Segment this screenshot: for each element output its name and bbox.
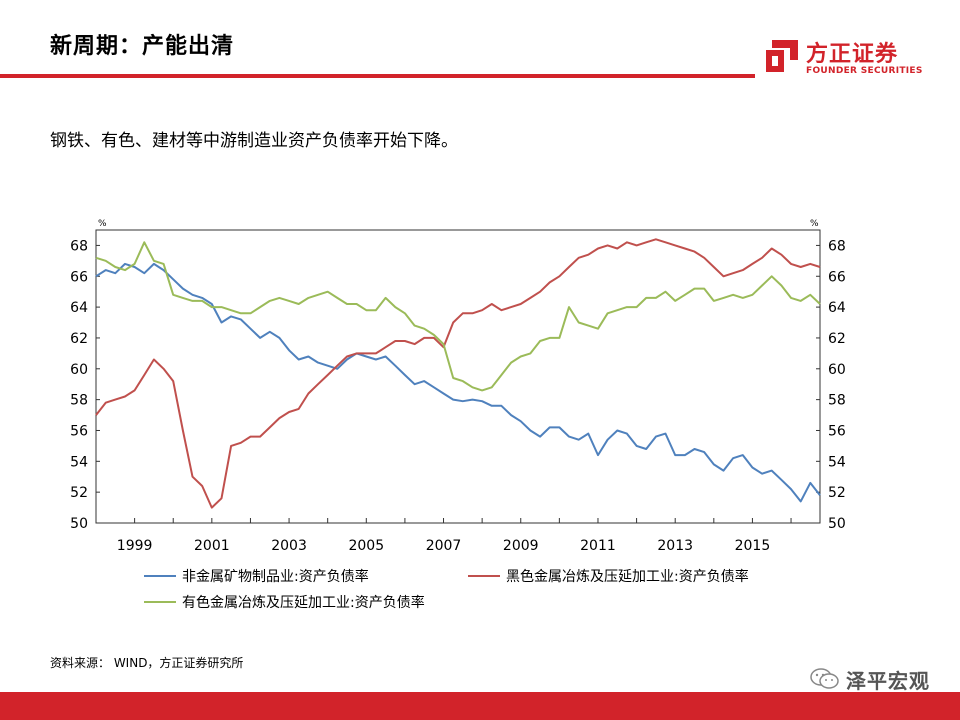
- chart-axes: 50 50 52 52 54 54 56 56 58 58 60 60 62 62 64 64 66 66 68 68…: [70, 219, 846, 554]
- wechat-icon: [810, 668, 839, 689]
- y-tick-label-right: 68: [828, 238, 846, 254]
- page-title: 新周期：产能出清: [50, 34, 235, 59]
- y-tick-label-right: 52: [828, 485, 846, 501]
- x-tick-label: 2003: [271, 538, 307, 554]
- y-tick-label-right: 66: [828, 269, 846, 285]
- line-chart: 50 50 52 52 54 54 56 56 58 58 60 60 62 62 64 64 66 66 68 68…: [40, 210, 880, 650]
- x-tick-label: 2013: [657, 538, 693, 554]
- y-tick-label-right: 54: [828, 454, 846, 470]
- y-tick-label-left: 52: [70, 485, 88, 501]
- legend-label-2: 黑色金属冶炼及压延加工业:资产负债率: [506, 568, 749, 585]
- series-line-3: [95, 241, 821, 392]
- series-line-2: [95, 238, 821, 509]
- y-axis-unit-right: %: [810, 219, 819, 229]
- y-tick-label-left: 56: [70, 423, 88, 439]
- logo-mark-icon: [766, 40, 798, 72]
- x-tick-label: 2005: [348, 538, 384, 554]
- y-tick-label-left: 68: [70, 238, 88, 254]
- chart-legend: 非金属矿物制品业:资产负债率 黑色金属冶炼及压延加工业:资产负债率有色金属冶炼及压…: [144, 568, 749, 611]
- chart-svg: 50 50 52 52 54 54 56 56 58 58 60 60 62 62 64 64 66 66 68 68…: [70, 219, 846, 611]
- y-tick-label-right: 50: [828, 516, 846, 532]
- x-tick-label: 1999: [117, 538, 153, 554]
- y-axis-unit-left: %: [98, 219, 107, 229]
- y-tick-label-right: 64: [828, 300, 846, 316]
- y-tick-label-left: 60: [70, 362, 88, 378]
- y-tick-label-right: 58: [828, 393, 846, 409]
- y-tick-label-right: 62: [828, 331, 846, 347]
- company-logo: 方正证券 FOUNDER SECURITIES: [764, 36, 924, 80]
- legend-label-1: 非金属矿物制品业:资产负债率: [182, 568, 369, 585]
- legend-label-3: 有色金属冶炼及压延加工业:资产负债率: [182, 594, 425, 611]
- watermark: 泽平宏观: [810, 664, 930, 694]
- plot-frame: [95, 229, 821, 524]
- chart-series: [95, 238, 821, 509]
- series-line-1: [95, 262, 821, 503]
- y-tick-label-right: 60: [828, 362, 846, 378]
- footer-bar: [0, 692, 960, 720]
- y-tick-label-left: 50: [70, 516, 88, 532]
- x-tick-label: 2007: [426, 538, 462, 554]
- y-tick-label-left: 64: [70, 300, 88, 316]
- y-tick-label-right: 56: [828, 423, 846, 439]
- x-tick-label: 2015: [735, 538, 771, 554]
- x-tick-label: 2011: [580, 538, 616, 554]
- data-source-note: 资料来源： WIND，方正证券研究所: [50, 656, 244, 670]
- header-divider: [0, 74, 755, 78]
- y-tick-label-left: 54: [70, 454, 88, 470]
- y-tick-label-left: 66: [70, 269, 88, 285]
- slide-subtitle: 钢铁、有色、建材等中游制造业资产负债率开始下降。: [50, 131, 458, 151]
- y-tick-label-left: 58: [70, 393, 88, 409]
- y-tick-label-left: 62: [70, 331, 88, 347]
- logo-text-cn: 方正证券: [806, 42, 899, 67]
- x-tick-label: 2009: [503, 538, 539, 554]
- watermark-text: 泽平宏观: [846, 668, 930, 693]
- x-tick-label: 2001: [194, 538, 230, 554]
- logo-text-en: FOUNDER SECURITIES: [806, 66, 923, 76]
